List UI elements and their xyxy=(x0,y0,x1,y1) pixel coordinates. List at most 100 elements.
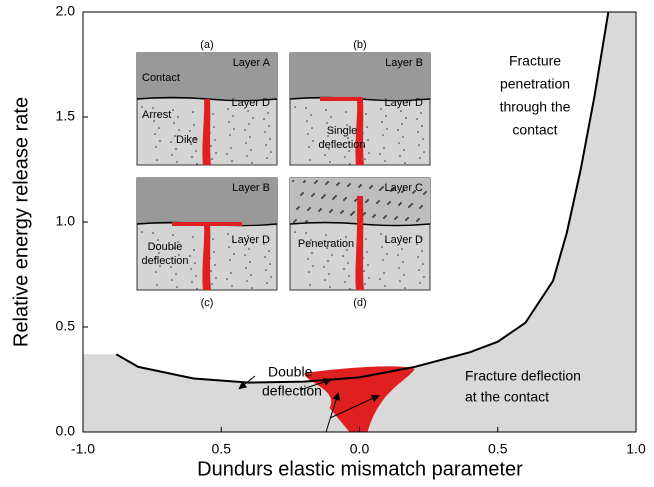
grain xyxy=(331,254,333,256)
grain xyxy=(380,233,382,235)
grain xyxy=(215,277,217,279)
grain xyxy=(246,155,248,157)
grain xyxy=(190,268,192,270)
grain xyxy=(295,219,297,221)
grain xyxy=(401,248,403,250)
grain xyxy=(345,236,347,238)
x-tick-label: 0.5 xyxy=(488,441,508,457)
grain xyxy=(344,156,346,158)
grain xyxy=(338,182,340,184)
grain xyxy=(266,282,268,284)
grain xyxy=(266,157,268,159)
grain xyxy=(422,138,424,140)
grain xyxy=(250,149,252,151)
grain xyxy=(249,261,251,263)
grain xyxy=(210,145,212,147)
grain xyxy=(265,144,267,146)
grain xyxy=(344,281,346,283)
grain xyxy=(226,278,228,280)
grain xyxy=(367,139,369,141)
grain xyxy=(396,216,398,218)
grain xyxy=(364,158,366,160)
grain xyxy=(270,276,272,278)
dike xyxy=(355,196,364,290)
grain xyxy=(378,200,380,202)
grain xyxy=(194,262,196,264)
grain xyxy=(177,241,179,243)
panel-text: Layer A xyxy=(233,57,271,69)
arrow xyxy=(325,392,341,433)
grain xyxy=(193,124,195,126)
grain xyxy=(267,237,269,239)
grain xyxy=(178,254,180,256)
grain xyxy=(418,144,420,146)
grain xyxy=(367,264,369,266)
grain xyxy=(195,150,197,152)
grain xyxy=(157,239,159,241)
grain xyxy=(325,234,327,236)
grain xyxy=(267,112,269,114)
grain xyxy=(227,233,229,235)
grain xyxy=(152,232,154,234)
panel-text: Layer B xyxy=(232,182,270,194)
grain xyxy=(328,148,330,150)
grain xyxy=(176,161,178,163)
x-tick-label: 0.0 xyxy=(350,441,370,457)
grain xyxy=(306,220,308,222)
grain xyxy=(384,285,386,287)
grain xyxy=(398,267,400,269)
grain xyxy=(363,145,365,147)
x-tick-label: 1.0 xyxy=(626,441,646,457)
grain xyxy=(191,281,193,283)
grain xyxy=(382,259,384,261)
grain xyxy=(227,108,229,110)
grain xyxy=(330,116,332,118)
grain xyxy=(304,180,306,182)
panel-text: Layer D xyxy=(384,234,423,246)
grain xyxy=(247,235,249,237)
grain xyxy=(348,275,350,277)
grain xyxy=(245,142,247,144)
grain xyxy=(382,134,384,136)
grain xyxy=(170,141,172,143)
grain xyxy=(400,202,402,204)
grain xyxy=(364,212,366,214)
panel-text: Double xyxy=(148,241,183,253)
grain xyxy=(159,140,161,142)
grain xyxy=(233,128,235,130)
grain xyxy=(268,250,270,252)
grain xyxy=(365,113,367,115)
grain xyxy=(232,115,234,117)
grain xyxy=(175,273,177,275)
grain xyxy=(158,127,160,129)
grain xyxy=(153,120,155,122)
x-axis-label: Dundurs elastic mismatch parameter xyxy=(197,458,523,480)
grain xyxy=(335,195,337,197)
grain xyxy=(252,117,254,119)
grain xyxy=(353,211,355,213)
dike xyxy=(202,224,211,290)
grain xyxy=(393,187,395,189)
grain xyxy=(346,124,348,126)
panel-text: Layer B xyxy=(385,57,423,69)
grain xyxy=(309,207,311,209)
grain xyxy=(349,288,351,290)
grain xyxy=(175,148,177,150)
grain xyxy=(171,154,173,156)
deflection xyxy=(320,97,363,101)
grain xyxy=(306,245,308,247)
y-tick-label: 2.0 xyxy=(56,3,76,19)
grain xyxy=(368,152,370,154)
grain xyxy=(416,243,418,245)
grain xyxy=(326,122,328,124)
grain xyxy=(320,208,322,210)
grain xyxy=(232,240,234,242)
grain xyxy=(141,231,143,233)
arrow xyxy=(299,378,332,391)
grain xyxy=(269,263,271,265)
grain xyxy=(327,135,329,137)
grain xyxy=(324,279,326,281)
grain xyxy=(397,254,399,256)
grain xyxy=(214,264,216,266)
grain xyxy=(323,141,325,143)
